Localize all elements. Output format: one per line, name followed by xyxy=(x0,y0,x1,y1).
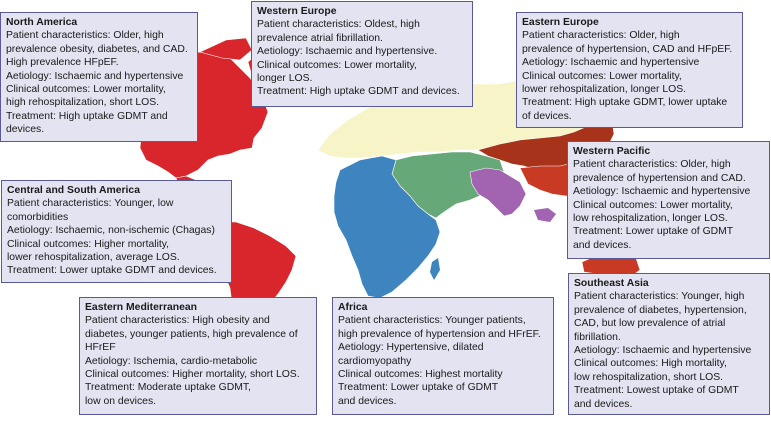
eastern-europe-line: Clinical outcomes: Lower mortality, xyxy=(522,70,682,82)
western-pacific-line: Treatment: Lower uptake of GDMT xyxy=(573,226,734,238)
western-europe-line: longer LOS. xyxy=(257,73,313,85)
western-europe-line: Clinical outcomes: Lower mortality, xyxy=(257,59,417,71)
eastern-europe-title: Eastern Europe xyxy=(522,17,599,28)
eastern-europe-line: prevalence of hypertension, CAD and HFpE… xyxy=(522,43,733,55)
region-southeast-asia-islands xyxy=(534,208,556,222)
central-south-america-line: Clinical outcomes: Higher mortality, xyxy=(7,238,170,250)
north-america-line: prevalence obesity, diabetes, and CAD. xyxy=(6,43,188,55)
africa-line: and devices. xyxy=(338,395,397,407)
eastern-europe-box: Eastern Europe Patient characteristics: … xyxy=(516,12,743,128)
north-america-line: Aetiology: Ischaemic and hypertensive xyxy=(6,70,184,82)
eastern-europe-line: Patient characteristics: Older, high xyxy=(522,30,680,42)
africa-line: cardiomyopathy xyxy=(338,355,412,367)
eastern-europe-line: of devices. xyxy=(522,110,572,122)
eastern-europe-line: lower rehospitalization, longer LOS. xyxy=(522,84,687,96)
central-south-america-line: Patient characteristics: Younger, low xyxy=(7,198,174,210)
africa-line: high prevalence of hypertension and HFrE… xyxy=(338,328,541,340)
africa-line: Patient characteristics: Younger patient… xyxy=(338,315,526,327)
western-pacific-line: prevalence of hypertension and CAD. xyxy=(573,172,746,184)
region-madagascar xyxy=(430,258,440,280)
southeast-asia-title: Southeast Asia xyxy=(574,278,649,289)
africa-line: Aetiology: Hypertensive, dilated xyxy=(338,342,484,354)
eastern-mediterranean-line: Patient characteristics: High obesity an… xyxy=(85,315,270,327)
western-pacific-line: and devices. xyxy=(573,239,632,251)
eastern-mediterranean-line: HFrEF xyxy=(85,342,116,354)
north-america-line: Patient characteristics: Older, high xyxy=(6,30,164,42)
africa-line: Clinical outcomes: Highest mortality xyxy=(338,369,503,381)
central-south-america-line: lower rehospitalization, average LOS. xyxy=(7,252,180,264)
southeast-asia-line: fibrillation. xyxy=(574,331,621,343)
southeast-asia-line: low rehospitalization, short LOS. xyxy=(574,371,724,383)
north-america-line: devices. xyxy=(6,124,45,136)
eastern-mediterranean-line: diabetes, younger patients, high prevale… xyxy=(85,328,298,340)
western-europe-line: Treatment: High uptake GDMT and devices. xyxy=(257,86,460,98)
western-europe-title: Western Europe xyxy=(257,6,337,17)
western-europe-line: Aetiology: Ischaemic and hypertensive. xyxy=(257,46,438,58)
western-europe-line: prevalence atrial fibrillation. xyxy=(257,32,383,44)
north-america-line: High prevalence HFpEF. xyxy=(6,57,119,69)
eastern-europe-line: Aetiology: Ischaemic and hypertensive xyxy=(522,57,700,69)
western-pacific-line: Patient characteristics: Older, high xyxy=(573,159,731,171)
western-pacific-line: Clinical outcomes: Lower mortality, xyxy=(573,199,733,211)
western-pacific-box: Western Pacific Patient characteristics:… xyxy=(567,141,770,259)
africa-box: Africa Patient characteristics: Younger … xyxy=(332,297,554,415)
region-africa xyxy=(333,155,441,299)
central-south-america-box: Central and South America Patient charac… xyxy=(1,180,232,283)
western-europe-line: Patient characteristics: Oldest, high xyxy=(257,19,420,31)
eastern-mediterranean-title: Eastern Mediterranean xyxy=(85,302,198,313)
north-america-box: North America Patient characteristics: O… xyxy=(0,12,198,142)
western-pacific-line: Aetiology: Ischaemic and hypertensive xyxy=(573,186,751,198)
southeast-asia-line: prevalence of diabetes, hypertension, xyxy=(574,304,747,316)
southeast-asia-line: Treatment: Lowest uptake of GDMT xyxy=(574,385,739,397)
southeast-asia-line: Patient characteristics: Younger, high xyxy=(574,291,745,303)
central-south-america-line: Treatment: Lower uptake GDMT and devices… xyxy=(7,265,217,277)
eastern-mediterranean-line: Treatment: Moderate uptake GDMT, xyxy=(85,382,251,394)
eastern-mediterranean-line: Clinical outcomes: Higher mortality, sho… xyxy=(85,369,300,381)
region-southeast-asia xyxy=(469,167,527,217)
north-america-title: North America xyxy=(6,17,78,28)
north-america-line: Treatment: High uptake GDMT and xyxy=(6,110,168,122)
africa-title: Africa xyxy=(338,302,368,313)
eastern-europe-line: Treatment: High uptake GDMT, lower uptak… xyxy=(522,97,728,109)
southeast-asia-line: CAD, but low prevalence of atrial xyxy=(574,318,726,330)
eastern-mediterranean-line: low on devices. xyxy=(85,395,157,407)
southeast-asia-line: Clinical outcomes: High mortality, xyxy=(574,358,727,370)
north-america-line: high rehospitalization, short LOS. xyxy=(6,97,160,109)
central-south-america-line: Aetiology: Ischaemic, non-ischemic (Chag… xyxy=(7,225,215,237)
north-america-line: Clinical outcomes: Lower mortality, xyxy=(6,84,166,96)
eastern-mediterranean-box: Eastern Mediterranean Patient characteri… xyxy=(79,297,317,415)
central-south-america-title: Central and South America xyxy=(7,185,140,196)
central-south-america-line: comorbidities xyxy=(7,211,69,223)
western-europe-box: Western Europe Patient characteristics: … xyxy=(251,1,473,107)
southeast-asia-line: and devices. xyxy=(574,398,633,410)
africa-line: Treatment: Lower uptake of GDMT xyxy=(338,382,499,394)
southeast-asia-box: Southeast Asia Patient characteristics: … xyxy=(568,273,770,415)
western-pacific-title: Western Pacific xyxy=(573,146,651,157)
eastern-mediterranean-line: Aetiology: Ischemia, cardio-metabolic xyxy=(85,355,258,367)
western-pacific-line: low rehospitalization, longer LOS. xyxy=(573,213,728,225)
southeast-asia-line: Aetiology: Ischaemic and hypertensive xyxy=(574,345,752,357)
